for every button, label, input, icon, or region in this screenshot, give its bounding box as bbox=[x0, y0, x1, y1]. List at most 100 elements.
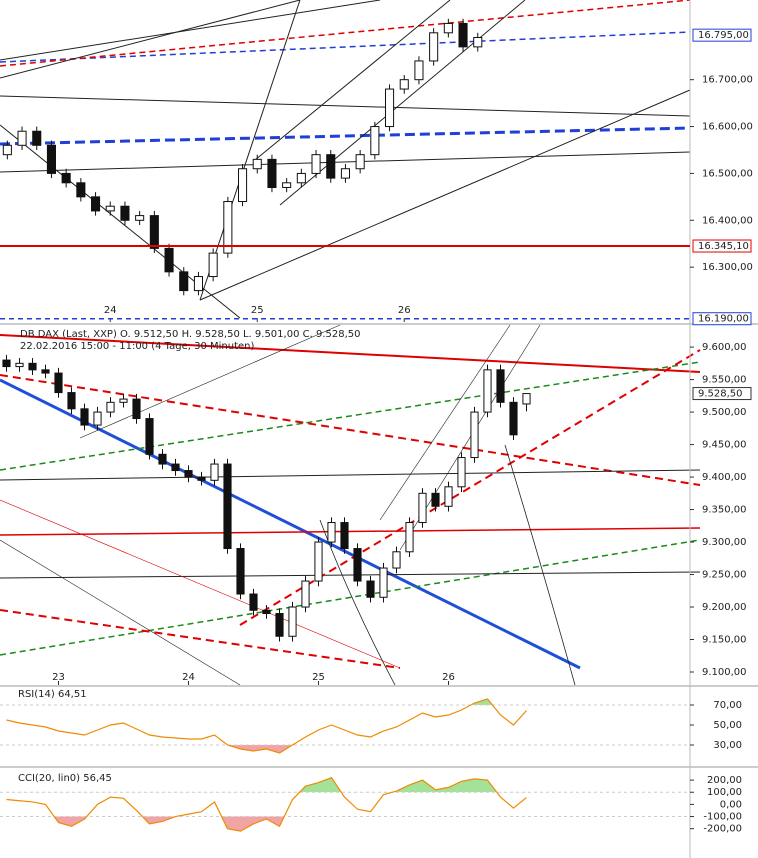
candle-body bbox=[314, 541, 323, 582]
candle-body bbox=[179, 271, 189, 292]
y-tick-label: 16.500,00 bbox=[702, 168, 753, 179]
y-tick-label: 9.400,00 bbox=[702, 472, 747, 483]
y-tick-label: 100,00 bbox=[707, 787, 742, 798]
trend-line bbox=[0, 31, 691, 63]
candle-body bbox=[496, 369, 505, 403]
trend-line bbox=[0, 361, 701, 471]
y-tick-label: -200,00 bbox=[703, 824, 742, 835]
candle-body bbox=[93, 411, 102, 426]
price-level-label: 9.528,50 bbox=[698, 389, 743, 400]
candle-body bbox=[267, 158, 277, 188]
trend-line bbox=[0, 0, 381, 61]
candle-body bbox=[326, 154, 336, 179]
trend-line bbox=[199, 0, 301, 301]
trend-line bbox=[0, 609, 401, 669]
candle-body bbox=[366, 580, 375, 598]
trend-curve bbox=[319, 519, 396, 686]
candle-body bbox=[54, 372, 63, 394]
candle-body bbox=[210, 463, 219, 481]
y-tick-label: 9.450,00 bbox=[702, 440, 747, 451]
candle-body bbox=[80, 408, 89, 426]
candle-body bbox=[61, 172, 71, 184]
candle-body bbox=[340, 168, 350, 179]
candle-body bbox=[414, 60, 424, 81]
candle-body bbox=[288, 606, 297, 637]
candle-body bbox=[470, 411, 479, 459]
candle-body bbox=[418, 492, 427, 524]
trend-line bbox=[0, 527, 701, 536]
candle-body bbox=[473, 36, 483, 48]
candle-body bbox=[457, 457, 466, 488]
candle-body bbox=[32, 130, 42, 146]
candle-body bbox=[370, 126, 380, 156]
candle-body bbox=[105, 205, 115, 212]
candle-body bbox=[392, 551, 401, 569]
candle-body bbox=[340, 522, 349, 550]
candle-body bbox=[252, 158, 262, 170]
y-tick-label: 9.550,00 bbox=[702, 375, 747, 386]
trend-line bbox=[0, 374, 701, 486]
y-tick-label: 9.250,00 bbox=[702, 570, 747, 581]
candle-body bbox=[135, 215, 145, 221]
candle-body bbox=[262, 609, 271, 615]
trend-line bbox=[0, 378, 581, 670]
candle-body bbox=[164, 247, 174, 273]
oversold-fill bbox=[54, 816, 285, 832]
y-tick-label: 16.700,00 bbox=[702, 75, 753, 86]
candle-body bbox=[282, 182, 292, 188]
x-tick-label: 26 bbox=[398, 305, 411, 316]
y-tick-label: 16.600,00 bbox=[702, 122, 753, 133]
candle-body bbox=[2, 144, 12, 156]
x-tick-label: 23 bbox=[52, 672, 65, 683]
candle-body bbox=[483, 369, 492, 413]
candle-body bbox=[444, 486, 453, 507]
y-tick-label: 200,00 bbox=[707, 775, 742, 786]
candle-body bbox=[208, 252, 218, 278]
candle-body bbox=[399, 79, 409, 90]
x-tick-label: 24 bbox=[104, 305, 117, 316]
overbought-fill bbox=[299, 777, 497, 793]
instrument-period: 22.02.2016 15:00 - 11:00 (4 Tage, 30 Min… bbox=[20, 341, 254, 352]
candle-body bbox=[275, 613, 284, 637]
y-tick-label: 50,00 bbox=[713, 720, 742, 731]
candle-body bbox=[41, 369, 50, 374]
candle-body bbox=[223, 463, 232, 550]
candle-body bbox=[171, 463, 180, 472]
candle-body bbox=[509, 401, 518, 436]
instrument-header: DB DAX (Last, XXP) O. 9.512,50 H. 9.528,… bbox=[20, 329, 361, 340]
candle-body bbox=[458, 22, 468, 48]
candle-body bbox=[353, 548, 362, 582]
bottom-trend-lines bbox=[0, 324, 701, 686]
trend-line bbox=[0, 0, 691, 67]
candle-body bbox=[132, 398, 141, 420]
x-tick-label: 25 bbox=[312, 672, 325, 683]
x-tick-label: 24 bbox=[182, 672, 195, 683]
y-tick-label: 9.150,00 bbox=[702, 635, 747, 646]
trend-line bbox=[0, 334, 701, 373]
y-tick-label: 9.350,00 bbox=[702, 505, 747, 516]
x-tick-label: 25 bbox=[251, 305, 264, 316]
candle-body bbox=[429, 32, 439, 62]
trend-line bbox=[0, 499, 401, 669]
candle-body bbox=[238, 168, 248, 203]
y-tick-label: 9.500,00 bbox=[702, 407, 747, 418]
candle-body bbox=[67, 392, 76, 410]
indicator-line bbox=[6, 698, 527, 754]
overbought-fill bbox=[6, 699, 527, 705]
trend-line bbox=[199, 89, 691, 301]
candle-body bbox=[355, 154, 365, 170]
y-tick-label: 16.300,00 bbox=[702, 262, 753, 273]
candle-body bbox=[91, 196, 101, 212]
trend-line bbox=[0, 539, 241, 686]
price-level-box bbox=[692, 239, 752, 253]
indicator-line bbox=[6, 776, 527, 832]
candle-body bbox=[2, 359, 11, 368]
candle-body bbox=[120, 205, 130, 221]
y-tick-label: 70,00 bbox=[713, 700, 742, 711]
candle-body bbox=[431, 492, 440, 507]
y-tick-label: 9.100,00 bbox=[702, 667, 747, 678]
price-level-box bbox=[692, 312, 752, 326]
price-level-label: 16.345,10 bbox=[698, 241, 749, 252]
candle-body bbox=[311, 154, 321, 174]
candle-body bbox=[46, 144, 56, 174]
